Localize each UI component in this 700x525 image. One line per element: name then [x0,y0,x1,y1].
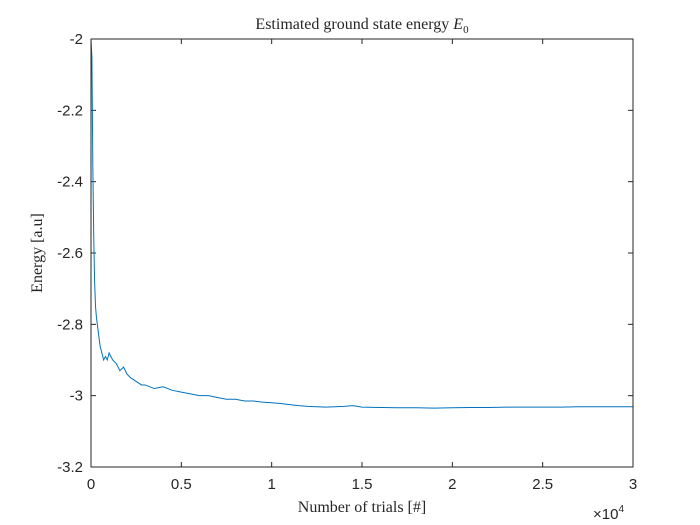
x-tick-label: 2 [448,476,456,493]
y-tick-label: -2.2 [57,102,83,119]
y-tick-label: -3.2 [57,459,83,476]
x-axis-multiplier: ×104 [593,504,624,523]
y-tick-label: -2 [70,31,83,48]
x-tick-label: 1.5 [352,476,373,493]
y-axis-label: Energy [a.u] [29,213,46,293]
x-tick-label: 1 [267,476,275,493]
y-tick-label: -2.8 [57,316,83,333]
y-tick-labels: -2 -2.2 -2.4 -2.6 -2.8 -3 -3.2 [57,31,83,476]
y-tick-label: -2.4 [57,174,83,191]
y-tick-label: -3 [70,388,83,405]
y-tick-label: -2.6 [57,245,83,262]
x-tick-label: 2.5 [532,476,553,493]
x-tick-labels: 0 0.5 1 1.5 2 2.5 3 [87,476,637,493]
series-line-energy [90,38,633,409]
axes-box [90,38,634,468]
chart-title: Estimated ground state energy E0 [255,16,469,36]
x-tick-label: 0 [87,476,95,493]
x-tick-label: 3 [629,476,637,493]
x-tick-label: 0.5 [171,476,192,493]
x-axis-label: Number of trials [#] [298,499,426,516]
plot-area [91,39,633,467]
